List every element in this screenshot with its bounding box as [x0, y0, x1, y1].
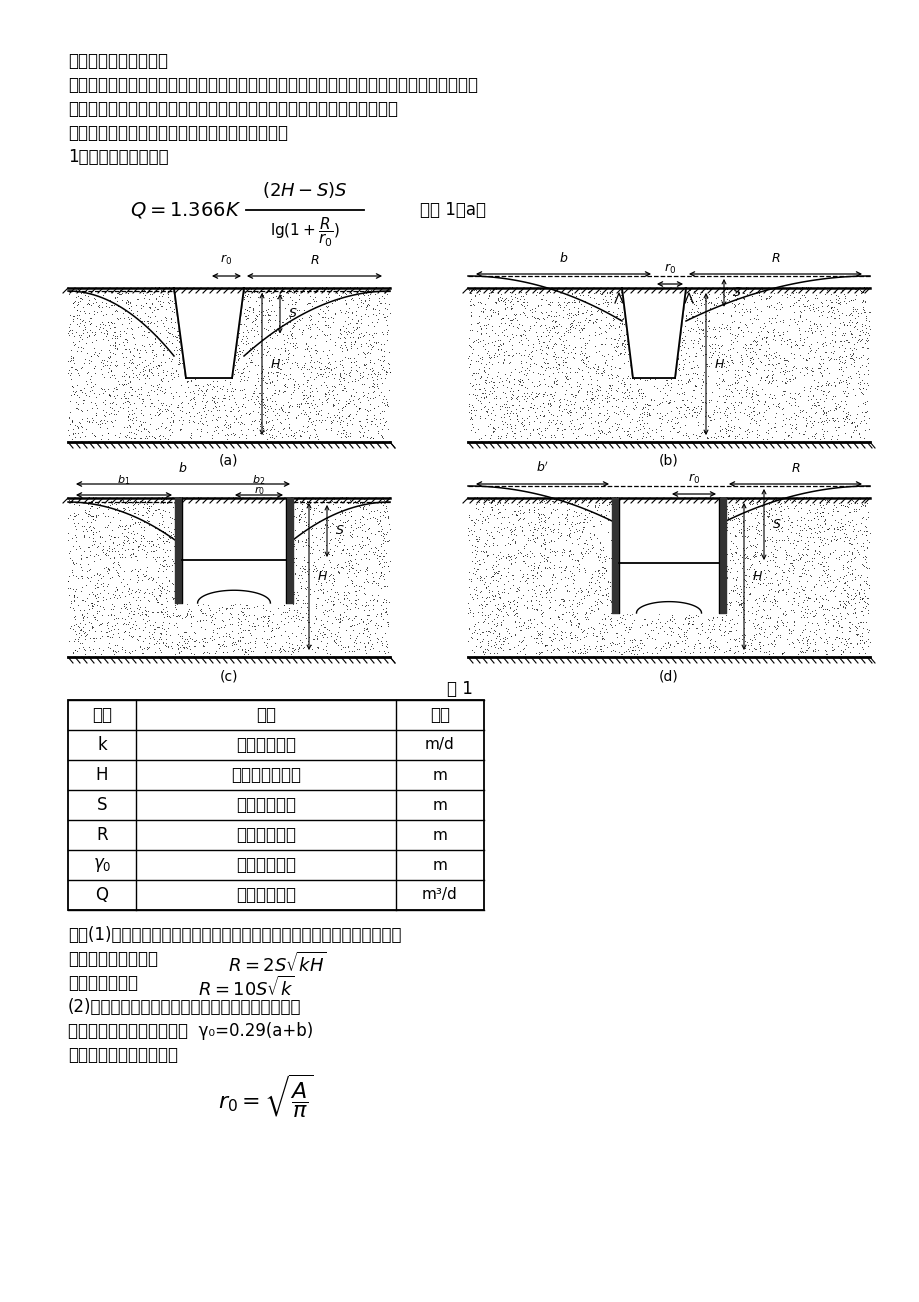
- Text: 当水井开凿在承压含水层中，而承压水头又高于地面时称承压井或自流井。: 当水井开凿在承压含水层中，而承压水头又高于地面时称承压井或自流井。: [68, 100, 398, 118]
- Text: 基坑等效半径: 基坑等效半径: [236, 855, 296, 874]
- Text: $H$: $H$: [317, 570, 328, 583]
- Text: $S$: $S$: [288, 307, 297, 320]
- Text: 当基坑为矩形时如下计算：  γ₀=0.29(a+b): 当基坑为矩形时如下计算： γ₀=0.29(a+b): [68, 1022, 312, 1040]
- Text: $H$: $H$: [269, 358, 281, 371]
- Text: $r_0=\sqrt{\dfrac{A}{\pi}}$: $r_0=\sqrt{\dfrac{A}{\pi}}$: [218, 1073, 313, 1120]
- Text: $R$: $R$: [770, 253, 779, 266]
- Text: m/d: m/d: [425, 737, 454, 753]
- Text: 按井管（筒）是否穿透整个含水层分为完整井和非完整井。按井深分为浅井、中深井和深井。: 按井管（筒）是否穿透整个含水层分为完整井和非完整井。按井深分为浅井、中深井和深井…: [68, 76, 478, 94]
- Text: $Q=1.366K$: $Q=1.366K$: [130, 201, 241, 220]
- Text: $S$: $S$: [771, 518, 780, 531]
- Text: 当基坑为不规则形状时：: 当基坑为不规则形状时：: [68, 1046, 177, 1064]
- Text: 基坑水位降深: 基坑水位降深: [236, 796, 296, 814]
- Polygon shape: [621, 288, 686, 378]
- Bar: [68, 700, 483, 910]
- Text: 如图 1（a）: 如图 1（a）: [420, 201, 485, 219]
- Text: 符号: 符号: [92, 706, 112, 724]
- Text: (a): (a): [219, 454, 239, 467]
- Text: 当为承压水时：: 当为承压水时：: [68, 974, 138, 992]
- Text: （一）、均质含水层潜水完整井基坑涌水量计算：: （一）、均质含水层潜水完整井基坑涌水量计算：: [68, 124, 288, 142]
- Text: $\lg(1+\dfrac{R}{r_0})$: $\lg(1+\dfrac{R}{r_0})$: [269, 215, 340, 249]
- Polygon shape: [618, 497, 719, 613]
- Text: 潜水含水层厚度: 潜水含水层厚度: [231, 766, 301, 784]
- Text: (2)、基坑等效半径当基坑为圆形时就是基坑半径，: (2)、基坑等效半径当基坑为圆形时就是基坑半径，: [68, 999, 301, 1016]
- Text: $\gamma_0$: $\gamma_0$: [93, 855, 111, 874]
- Text: $S$: $S$: [732, 286, 741, 299]
- Text: 当为潜水含水层时：: 当为潜水含水层时：: [68, 950, 158, 967]
- Text: 1、基坑远离水源时：: 1、基坑远离水源时：: [68, 148, 168, 165]
- Text: $H$: $H$: [713, 358, 724, 371]
- Text: 一、基坑总涌水量计算: 一、基坑总涌水量计算: [68, 52, 168, 70]
- Polygon shape: [621, 288, 686, 378]
- Text: (b): (b): [658, 454, 678, 467]
- Text: $S$: $S$: [335, 525, 344, 538]
- Text: R: R: [96, 825, 108, 844]
- Text: k: k: [97, 736, 107, 754]
- Text: (d): (d): [658, 669, 678, 684]
- Text: $r_0$: $r_0$: [664, 262, 675, 276]
- Text: $b$: $b$: [178, 461, 187, 475]
- Text: (c): (c): [220, 669, 238, 684]
- Text: 基坑总涌水量: 基坑总涌水量: [236, 885, 296, 904]
- Text: 意义: 意义: [255, 706, 276, 724]
- Text: m: m: [432, 767, 447, 783]
- Text: m: m: [432, 828, 447, 842]
- Text: 单位: 单位: [429, 706, 449, 724]
- Text: 注：(1)、降水影响半径宜根据试验确定，当基坑安全等级为二、三级时，: 注：(1)、降水影响半径宜根据试验确定，当基坑安全等级为二、三级时，: [68, 926, 401, 944]
- Text: 图 1: 图 1: [447, 680, 472, 698]
- Text: $b$: $b$: [558, 251, 568, 266]
- Text: $r_0$: $r_0$: [221, 253, 233, 267]
- Text: 降水影响半径: 降水影响半径: [236, 825, 296, 844]
- Text: $b'$: $b'$: [535, 461, 549, 475]
- Text: $b_1$: $b_1$: [118, 473, 130, 487]
- Polygon shape: [174, 288, 244, 378]
- Text: $r_0$: $r_0$: [254, 484, 264, 497]
- Polygon shape: [182, 497, 286, 603]
- Text: $b_2$: $b_2$: [252, 473, 266, 487]
- Text: $(2H-S)S$: $(2H-S)S$: [262, 180, 347, 201]
- Text: H: H: [96, 766, 108, 784]
- Text: $R=10S\sqrt{k}$: $R=10S\sqrt{k}$: [198, 976, 294, 1000]
- Text: m: m: [432, 858, 447, 872]
- Text: Q: Q: [96, 885, 108, 904]
- Text: S: S: [96, 796, 108, 814]
- Text: m: m: [432, 798, 447, 812]
- Text: 土的渗透系数: 土的渗透系数: [236, 736, 296, 754]
- Text: $R=2S\sqrt{kH}$: $R=2S\sqrt{kH}$: [228, 952, 326, 976]
- Text: $H$: $H$: [751, 570, 762, 583]
- Text: $R$: $R$: [310, 254, 319, 267]
- Polygon shape: [174, 288, 244, 378]
- Text: $r_0$: $r_0$: [687, 471, 699, 486]
- Text: m³/d: m³/d: [422, 888, 458, 902]
- Text: $R$: $R$: [790, 462, 800, 475]
